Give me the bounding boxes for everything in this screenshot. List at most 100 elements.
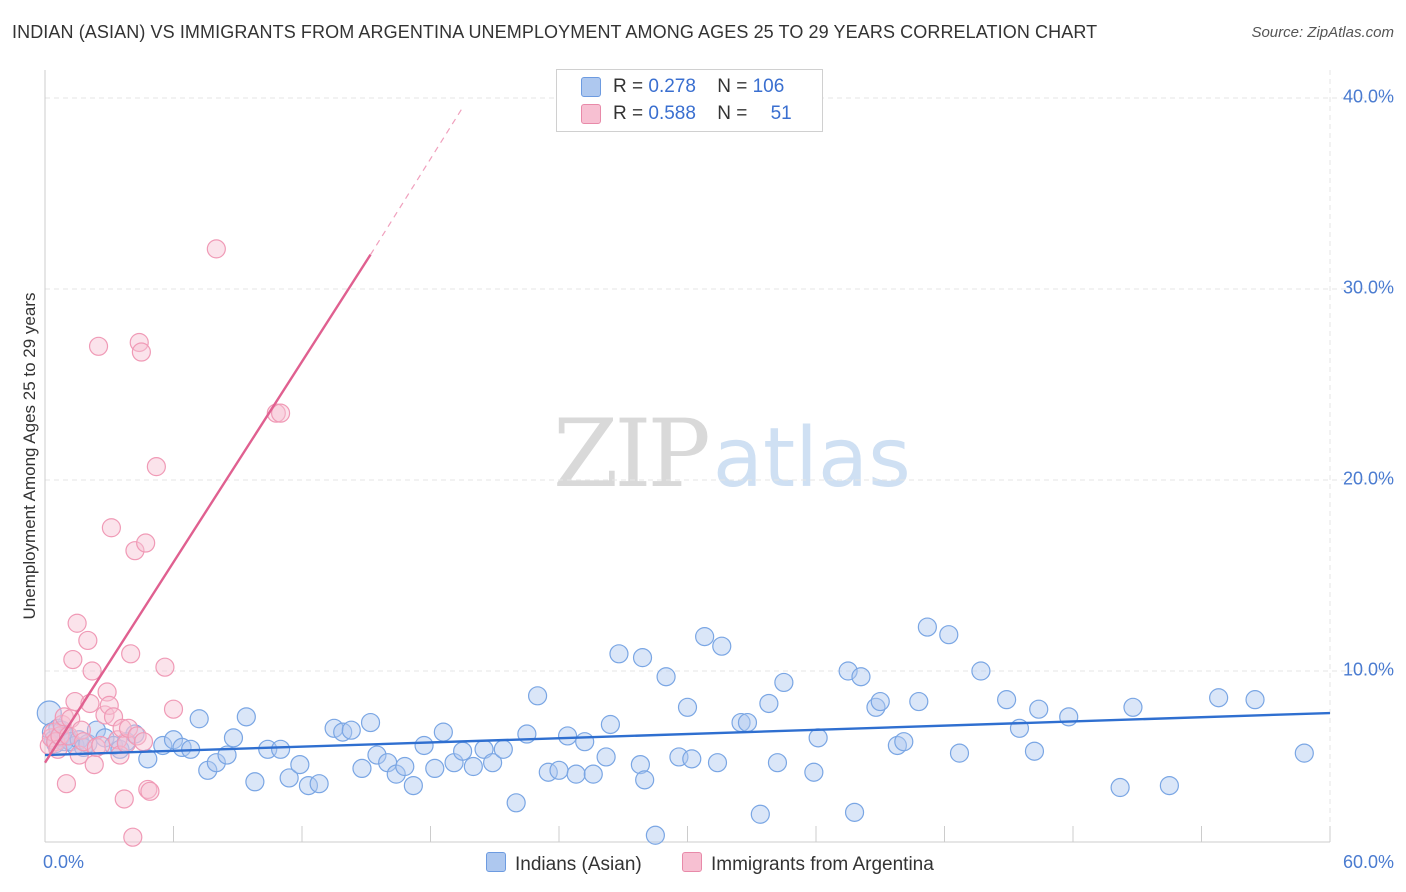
point-indians (352, 758, 372, 779)
point-indians (1245, 690, 1265, 710)
point-indians (712, 636, 732, 656)
point-argentina (136, 533, 156, 553)
point-indians (695, 627, 715, 647)
point-indians (1029, 699, 1049, 719)
point-indians (971, 661, 991, 681)
point-argentina (131, 342, 151, 362)
legend-row-argentina: R = 0.588 N = 51 (581, 103, 792, 125)
point-indians (600, 714, 621, 735)
legend-label-argentina: Immigrants from Argentina (711, 854, 934, 875)
point-indians (870, 691, 890, 712)
point-indians (630, 754, 650, 775)
point-indians (453, 741, 473, 761)
point-argentina (82, 661, 102, 681)
chart-title: INDIAN (ASIAN) VS IMMIGRANTS FROM ARGENT… (12, 22, 1098, 42)
point-indians (189, 709, 209, 729)
point-argentina (206, 239, 226, 259)
legend-swatch-blue (486, 852, 506, 872)
point-argentina (99, 695, 119, 715)
y-tick-label: 30.0% (1342, 277, 1394, 298)
point-argentina (125, 541, 145, 561)
point-indians (414, 735, 434, 756)
point-indians (774, 672, 794, 693)
y-tick-label: 20.0% (1342, 468, 1394, 489)
point-argentina (129, 332, 149, 353)
point-indians (917, 617, 937, 637)
x-tick-label: 60.0% (1342, 852, 1394, 872)
point-argentina (101, 518, 121, 538)
point-indians (609, 644, 629, 664)
point-indians (808, 728, 828, 748)
legend-swatch-pink (581, 103, 601, 124)
point-indians (290, 754, 310, 775)
point-argentina (71, 720, 92, 740)
legend-row-indians: R = 0.278 N = 106 (581, 76, 784, 98)
point-indians (1294, 743, 1314, 763)
point-indians (767, 753, 788, 773)
correlation-legend: R = 0.278 N = 106 R = 0.588 N = 51 (556, 69, 823, 132)
point-argentina (78, 630, 98, 651)
point-argentina (133, 732, 154, 752)
point-argentina (67, 613, 87, 633)
point-indians (844, 802, 865, 822)
point-indians (506, 793, 526, 813)
point-argentina (121, 644, 141, 664)
point-indians (682, 749, 702, 769)
point-argentina (270, 403, 291, 423)
point-argentina (56, 774, 77, 794)
point-indians (395, 756, 415, 777)
point-indians (206, 753, 226, 773)
n-value: 51 (770, 103, 792, 124)
point-indians (309, 774, 329, 794)
r-label: R = (613, 103, 644, 124)
point-indians (575, 732, 595, 752)
point-indians (1159, 775, 1179, 796)
point-indians (583, 764, 603, 784)
y-axis-label: Unemployment Among Ages 25 to 29 years (20, 292, 39, 620)
point-indians (759, 693, 779, 714)
n-label: N = (717, 103, 748, 124)
point-indians (549, 760, 569, 780)
point-indians (851, 667, 871, 687)
point-indians (737, 712, 758, 733)
point-argentina (84, 754, 104, 775)
point-indians (425, 758, 445, 779)
point-indians (557, 726, 578, 746)
point-argentina (140, 781, 160, 801)
r-value: 0.588 (648, 103, 696, 124)
trend-line-indians (44, 711, 1331, 757)
point-argentina (88, 336, 109, 356)
legend-swatch-pink (682, 852, 702, 872)
point-argentina (112, 718, 132, 738)
point-argentina (91, 735, 111, 756)
point-indians (270, 739, 291, 759)
point-argentina (63, 649, 83, 670)
point-indians (750, 804, 770, 824)
point-indians (217, 745, 237, 765)
point-indians (939, 625, 959, 645)
point-indians (645, 825, 665, 845)
point-indians (341, 720, 361, 740)
point-indians (1024, 741, 1045, 761)
n-label: N = (717, 76, 748, 97)
n-value: 106 (752, 76, 785, 97)
trend-line-argentina (43, 253, 372, 764)
legend-item-argentina: Immigrants from Argentina (682, 852, 934, 876)
point-indians (1123, 697, 1143, 717)
point-indians (949, 743, 970, 763)
point-indians (804, 762, 824, 782)
point-indians (463, 756, 483, 777)
watermark: ZIPatlas (553, 400, 911, 509)
point-indians (566, 764, 586, 784)
point-indians (360, 712, 381, 733)
point-indians (635, 770, 655, 790)
legend-swatch-blue (581, 76, 601, 97)
point-indians (1059, 707, 1079, 727)
legend-label-indians: Indians (Asian) (515, 854, 642, 875)
point-argentina (110, 745, 130, 765)
point-indians (236, 707, 256, 727)
point-argentina (163, 699, 184, 719)
point-indians (632, 648, 653, 668)
y-tick-label: 10.0% (1342, 659, 1394, 680)
